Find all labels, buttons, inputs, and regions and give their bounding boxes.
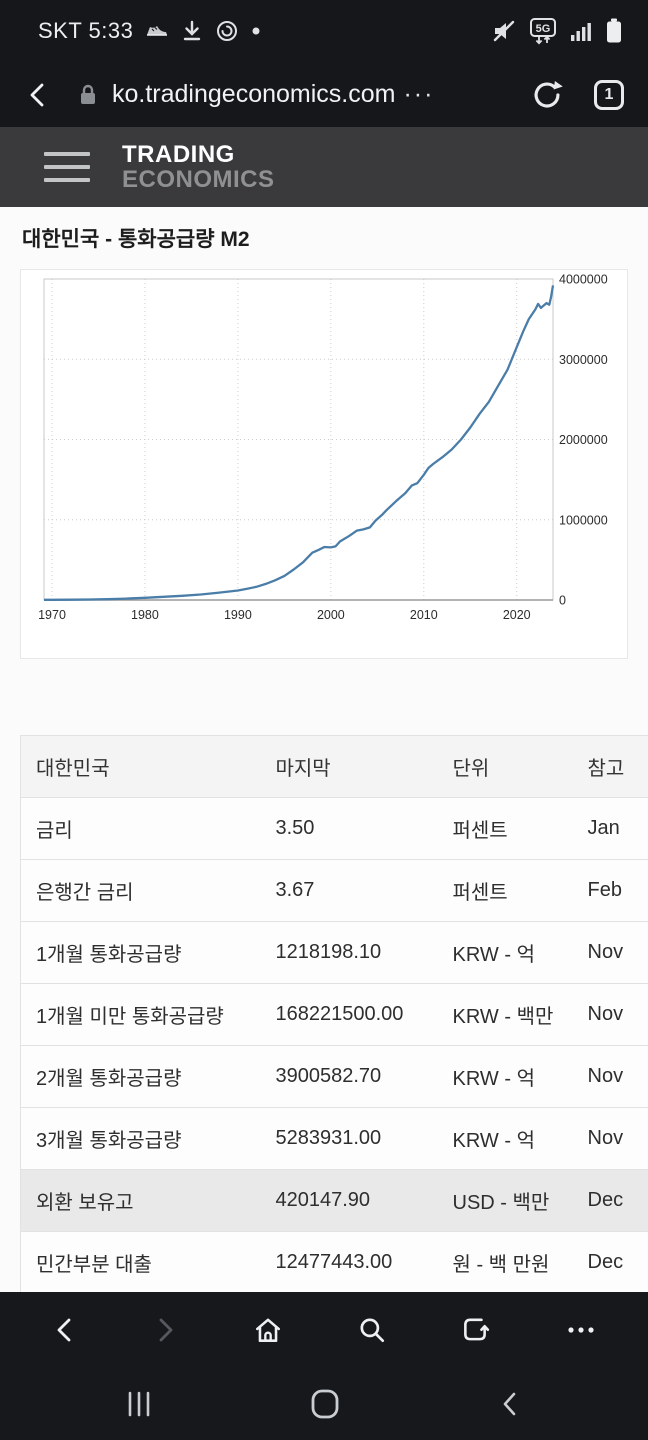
indicator-last-cell: 3.67 bbox=[260, 859, 438, 922]
table-row[interactable]: 2개월 통화공급량 3900582.70 KRW - 억 Nov bbox=[20, 1045, 648, 1108]
5g-network-icon: 5G bbox=[528, 16, 558, 46]
indicator-ref-cell: Nov bbox=[572, 1107, 648, 1170]
indicator-last-cell: 5283931.00 bbox=[260, 1107, 438, 1170]
battery-icon bbox=[604, 17, 624, 45]
col-header-country[interactable]: 대한민국 bbox=[20, 735, 261, 798]
svg-text:3000000: 3000000 bbox=[559, 353, 608, 367]
indicator-last-cell: 12477443.00 bbox=[260, 1231, 438, 1292]
svg-text:2010: 2010 bbox=[410, 608, 438, 622]
svg-text:0: 0 bbox=[559, 594, 566, 608]
indicator-unit-cell: 원 - 백 만원 bbox=[437, 1231, 573, 1292]
signal-icon bbox=[569, 19, 593, 43]
timer-icon bbox=[215, 19, 239, 43]
carrier-time-label: SKT 5:33 bbox=[38, 18, 134, 43]
col-header-last[interactable]: 마지막 bbox=[260, 735, 438, 798]
indicator-unit-cell: KRW - 억 bbox=[437, 1107, 573, 1170]
trading-economics-logo[interactable]: TRADING ECONOMICS bbox=[122, 142, 275, 192]
table-row[interactable]: 민간부분 대출 12477443.00 원 - 백 만원 Dec bbox=[20, 1231, 648, 1292]
indicator-name-cell[interactable]: 외환 보유고 bbox=[20, 1169, 261, 1232]
svg-text:1980: 1980 bbox=[131, 608, 159, 622]
svg-text:4000000: 4000000 bbox=[559, 273, 608, 287]
indicator-ref-cell: Dec bbox=[572, 1231, 648, 1292]
site-header: TRADING ECONOMICS bbox=[0, 127, 648, 207]
indicator-last-cell: 3900582.70 bbox=[260, 1045, 438, 1108]
page-title: 대한민국 - 통화공급량 M2 bbox=[22, 228, 250, 251]
table-row[interactable]: 1개월 통화공급량 1218198.10 KRW - 억 Nov bbox=[20, 921, 648, 984]
table-row[interactable]: 은행간 금리 3.67 퍼센트 Feb bbox=[20, 859, 648, 922]
svg-text:1970: 1970 bbox=[38, 608, 66, 622]
indicator-name-cell[interactable]: 1개월 미만 통화공급량 bbox=[20, 983, 261, 1046]
indicator-ref-cell: Feb bbox=[572, 859, 648, 922]
back-icon[interactable] bbox=[24, 80, 50, 110]
indicator-unit-cell: 퍼센트 bbox=[437, 859, 573, 922]
url-ellipsis[interactable]: ··· bbox=[403, 80, 435, 108]
col-header-unit[interactable]: 단위 bbox=[437, 735, 573, 798]
table-row[interactable]: 1개월 미만 통화공급량 168221500.00 KRW - 백만 Nov bbox=[20, 983, 648, 1046]
network-label: 5G bbox=[536, 23, 551, 35]
indicator-name-cell[interactable]: 민간부분 대출 bbox=[20, 1231, 261, 1292]
address-bar: ko.tradingeconomics.com ··· 1 bbox=[0, 62, 648, 127]
mute-icon bbox=[491, 18, 517, 44]
col-header-ref[interactable]: 참고 bbox=[572, 735, 648, 798]
back-icon[interactable] bbox=[50, 1315, 78, 1345]
android-nav-bar bbox=[0, 1368, 648, 1440]
indicator-table: 대한민국 마지막 단위 참고 금리 3.50 퍼센트 Jan 은행간 금리 3.… bbox=[20, 735, 648, 1292]
indicator-table-body: 금리 3.50 퍼센트 Jan 은행간 금리 3.67 퍼센트 Feb 1개월 … bbox=[20, 797, 648, 1292]
svg-text:2000000: 2000000 bbox=[559, 433, 608, 447]
table-row[interactable]: 외환 보유고 420147.90 USD - 백만 Dec bbox=[20, 1169, 648, 1232]
shoe-icon bbox=[145, 19, 169, 43]
lock-icon[interactable] bbox=[76, 82, 100, 108]
browser-toolbar bbox=[0, 1292, 648, 1368]
indicator-last-cell: 420147.90 bbox=[260, 1169, 438, 1232]
home-icon[interactable] bbox=[253, 1315, 283, 1345]
tab-count-box[interactable]: 1 bbox=[594, 79, 624, 110]
indicator-ref-cell: Nov bbox=[572, 921, 648, 984]
indicator-table-wrap: 대한민국 마지막 단위 참고 금리 3.50 퍼센트 Jan 은행간 금리 3.… bbox=[20, 735, 648, 1292]
home-icon[interactable] bbox=[310, 1388, 340, 1420]
notification-dot bbox=[251, 26, 261, 36]
indicator-name-cell[interactable]: 3개월 통화공급량 bbox=[20, 1107, 261, 1170]
svg-text:1000000: 1000000 bbox=[559, 513, 608, 527]
tab-count-label: 1 bbox=[604, 85, 614, 103]
table-row[interactable]: 금리 3.50 퍼센트 Jan bbox=[20, 797, 648, 860]
search-icon[interactable] bbox=[357, 1315, 387, 1345]
hamburger-menu-icon[interactable] bbox=[44, 152, 90, 182]
more-menu-icon[interactable] bbox=[564, 1315, 598, 1345]
indicator-name-cell[interactable]: 1개월 통화공급량 bbox=[20, 921, 261, 984]
svg-text:2000: 2000 bbox=[317, 608, 345, 622]
indicator-ref-cell: Dec bbox=[572, 1169, 648, 1232]
table-header-row: 대한민국 마지막 단위 참고 bbox=[20, 735, 648, 798]
indicator-last-cell: 1218198.10 bbox=[260, 921, 438, 984]
indicator-ref-cell: Jan bbox=[572, 797, 648, 860]
m2-line-chart[interactable]: 0 1000000 2000000 3000000 4000000 1970 1980 199… bbox=[21, 270, 627, 658]
indicator-unit-cell: KRW - 백만 bbox=[437, 983, 573, 1046]
back-icon[interactable] bbox=[498, 1390, 522, 1418]
indicator-last-cell: 3.50 bbox=[260, 797, 438, 860]
chart-card: 0 1000000 2000000 3000000 4000000 1970 1980 199… bbox=[20, 269, 628, 659]
tabs-icon[interactable] bbox=[460, 1315, 490, 1345]
table-row[interactable]: 3개월 통화공급량 5283931.00 KRW - 억 Nov bbox=[20, 1107, 648, 1170]
indicator-ref-cell: Nov bbox=[572, 983, 648, 1046]
indicator-name-cell[interactable]: 은행간 금리 bbox=[20, 859, 261, 922]
forward-icon bbox=[152, 1315, 180, 1345]
web-content: 대한민국 - 통화공급량 M2 0 1000000 2000000 3000000 40… bbox=[0, 207, 648, 1292]
indicator-name-cell[interactable]: 2개월 통화공급량 bbox=[20, 1045, 261, 1108]
refresh-icon[interactable] bbox=[530, 78, 564, 112]
indicator-unit-cell: USD - 백만 bbox=[437, 1169, 573, 1232]
indicator-last-cell: 168221500.00 bbox=[260, 983, 438, 1046]
indicator-unit-cell: 퍼센트 bbox=[437, 797, 573, 860]
logo-line1: TRADING bbox=[122, 141, 235, 168]
url-text[interactable]: ko.tradingeconomics.com bbox=[112, 80, 396, 108]
status-bar: SKT 5:33 5G bbox=[0, 0, 648, 62]
download-icon bbox=[181, 19, 203, 43]
svg-text:1990: 1990 bbox=[224, 608, 252, 622]
indicator-name-cell[interactable]: 금리 bbox=[20, 797, 261, 860]
recents-icon[interactable] bbox=[126, 1390, 152, 1418]
svg-text:2020: 2020 bbox=[503, 608, 531, 622]
indicator-unit-cell: KRW - 억 bbox=[437, 1045, 573, 1108]
logo-line2: ECONOMICS bbox=[122, 166, 275, 193]
indicator-unit-cell: KRW - 억 bbox=[437, 921, 573, 984]
indicator-ref-cell: Nov bbox=[572, 1045, 648, 1108]
